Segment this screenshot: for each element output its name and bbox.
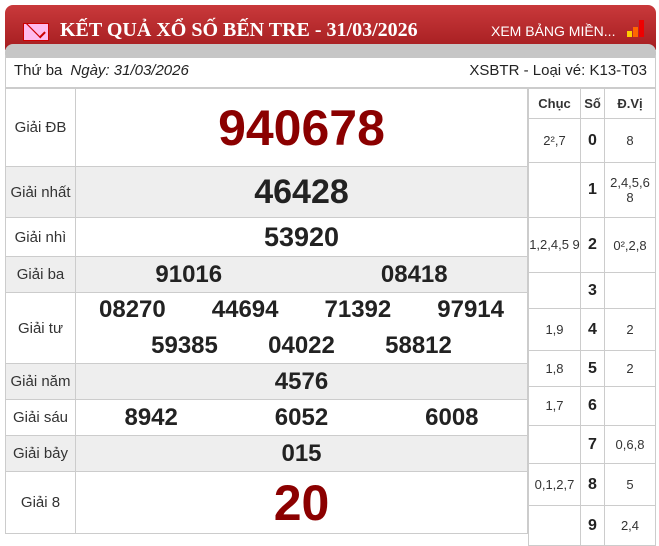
loto-chuc: 1,8 [528, 350, 581, 387]
col-header: Số [580, 88, 605, 119]
loto-chuc: 2²,7 [528, 118, 581, 163]
prize-label: Giải ĐB [5, 88, 76, 167]
bar-chart-icon[interactable] [625, 19, 647, 37]
prize-number: 46428 [75, 166, 528, 218]
prize-number: 97914 [437, 296, 504, 323]
loto-table: Chục Số Đ.Vị 2²,7 0 8 1 2,4,5,6 8 1,2,4,5 9 2 0²,… [528, 88, 656, 546]
prize-number: 940678 [75, 88, 528, 167]
prize-label: Giải năm [5, 363, 76, 400]
prize-number: 6008 [425, 403, 479, 431]
loto-so: 6 [580, 386, 605, 426]
loto-row: 2²,7 0 8 [528, 118, 656, 163]
prize-number: 04022 [268, 332, 335, 359]
loto-dv: 5 [604, 463, 656, 506]
prize-number: 53920 [75, 217, 528, 257]
prize-label: Giải nhì [5, 217, 76, 257]
loto-chuc [528, 425, 581, 464]
loto-row: 1,9 4 2 [528, 308, 656, 351]
prize-number: 8942 [124, 403, 178, 431]
prize-label: Giải tư [5, 292, 76, 364]
ticket-code: XSBTR - Loại vé: K13-T03 [469, 62, 647, 79]
loto-row: 1,8 5 2 [528, 350, 656, 387]
loto-dv: 0²,2,8 [604, 217, 656, 273]
prize-number: 015 [75, 435, 528, 472]
prize-label: Giải ba [5, 256, 76, 293]
prize-number: 08270 [99, 296, 166, 323]
loto-row: 1,2,4,5 9 2 0²,2,8 [528, 217, 656, 273]
prize-number: 91016 [155, 260, 223, 288]
col-header: Chục [528, 88, 581, 119]
prize-number: 20 [75, 471, 528, 534]
loto-row: 9 2,4 [528, 505, 656, 546]
loto-dv: 0,6,8 [604, 425, 656, 464]
loto-so: 8 [580, 463, 605, 506]
prize-number: 44694 [211, 296, 279, 323]
prize-number: 71392 [324, 296, 392, 323]
loto-chuc: 1,7 [528, 386, 581, 426]
loto-row: 1,7 6 [528, 386, 656, 426]
weekday: Thứ ba [14, 62, 63, 79]
info-row: Thứ ba Ngày: 31/03/2026 XSBTR - Loại vé: … [5, 55, 656, 88]
loto-dv: 2 [604, 308, 656, 351]
prize-label: Giải 8 [5, 471, 76, 534]
loto-chuc: 1,9 [528, 308, 581, 351]
prize-label: Giải nhất [5, 166, 76, 218]
loto-so: 7 [580, 425, 605, 464]
header-bar: KẾT QUẢ XỔ SỐ BẾN TRE - 31/03/2026 XEM B… [5, 5, 656, 50]
loto-row: 3 [528, 272, 656, 309]
loto-chuc [528, 162, 581, 218]
loto-chuc: 1,2,4,5 9 [528, 217, 581, 273]
loto-dv [604, 272, 656, 309]
loto-row: 0,1,2,7 8 5 [528, 463, 656, 506]
loto-so: 5 [580, 350, 605, 387]
view-region-link[interactable]: XEM BẢNG MIỀN... [491, 23, 616, 39]
loto-so: 0 [580, 118, 605, 163]
loto-row: 1 2,4,5,6 8 [528, 162, 656, 218]
prize-label: Giải sáu [5, 399, 76, 436]
loto-chuc: 0,1,2,7 [528, 463, 581, 506]
prize-number: 6052 [274, 403, 329, 431]
prize-number: 58812 [385, 332, 452, 359]
loto-so: 1 [580, 162, 605, 218]
header-divider [5, 44, 656, 58]
loto-row: 7 0,6,8 [528, 425, 656, 464]
loto-dv: 2,4 [604, 505, 656, 546]
results-table: Giải ĐB 940678 Giải nhất 46428 Giải nhì 539… [5, 88, 528, 534]
loto-chuc [528, 505, 581, 546]
col-header: Đ.Vị [604, 88, 656, 119]
loto-dv: 2 [604, 350, 656, 387]
loto-dv: 2,4,5,6 8 [604, 162, 656, 218]
prize-number: 4576 [75, 363, 528, 400]
prize-label: Giải bảy [5, 435, 76, 472]
mail-icon [23, 23, 49, 41]
prize-number: 08418 [380, 260, 448, 288]
loto-dv [604, 386, 656, 426]
draw-date: Ngày: 31/03/2026 [70, 62, 189, 79]
loto-so: 2 [580, 217, 605, 273]
loto-so: 3 [580, 272, 605, 309]
page-title: KẾT QUẢ XỔ SỐ BẾN TRE - 31/03/2026 [60, 19, 418, 41]
loto-so: 9 [580, 505, 605, 546]
prize-number: 59385 [151, 332, 218, 359]
loto-so: 4 [580, 308, 605, 351]
loto-dv: 8 [604, 118, 656, 163]
loto-chuc [528, 272, 581, 309]
